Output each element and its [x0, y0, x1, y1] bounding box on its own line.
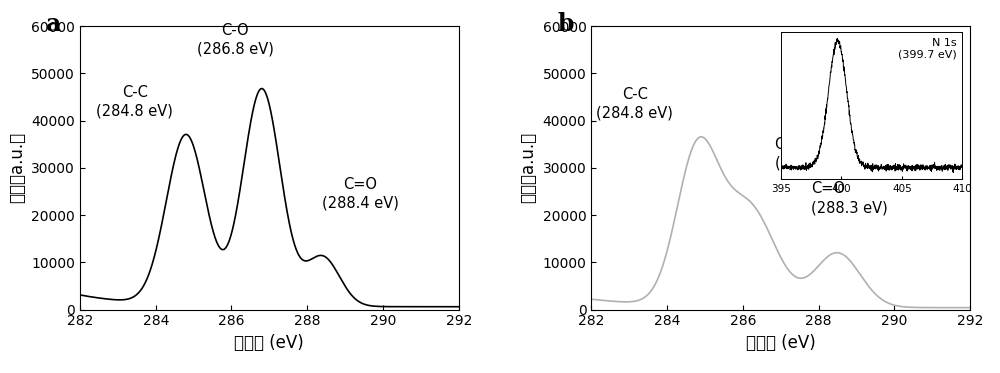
Text: C=O
(288.3 eV): C=O (288.3 eV) — [811, 182, 888, 215]
X-axis label: 结合能 (eV): 结合能 (eV) — [234, 334, 304, 352]
Y-axis label: 强度（a.u.）: 强度（a.u.） — [8, 132, 26, 203]
Text: b: b — [557, 12, 574, 36]
Y-axis label: 强度（a.u.）: 强度（a.u.） — [519, 132, 537, 203]
Text: C-N, C-O
(285.8 eV, 286.5 eV): C-N, C-O (285.8 eV, 286.5 eV) — [775, 137, 927, 170]
Text: C-C
(284.8 eV): C-C (284.8 eV) — [96, 85, 173, 118]
X-axis label: 结合能 (eV): 结合能 (eV) — [746, 334, 816, 352]
Text: a: a — [46, 12, 61, 36]
Text: C=O
(288.4 eV): C=O (288.4 eV) — [322, 177, 399, 210]
Text: C-C
(284.8 eV): C-C (284.8 eV) — [596, 87, 673, 120]
Text: C-O
(286.8 eV): C-O (286.8 eV) — [197, 23, 274, 57]
